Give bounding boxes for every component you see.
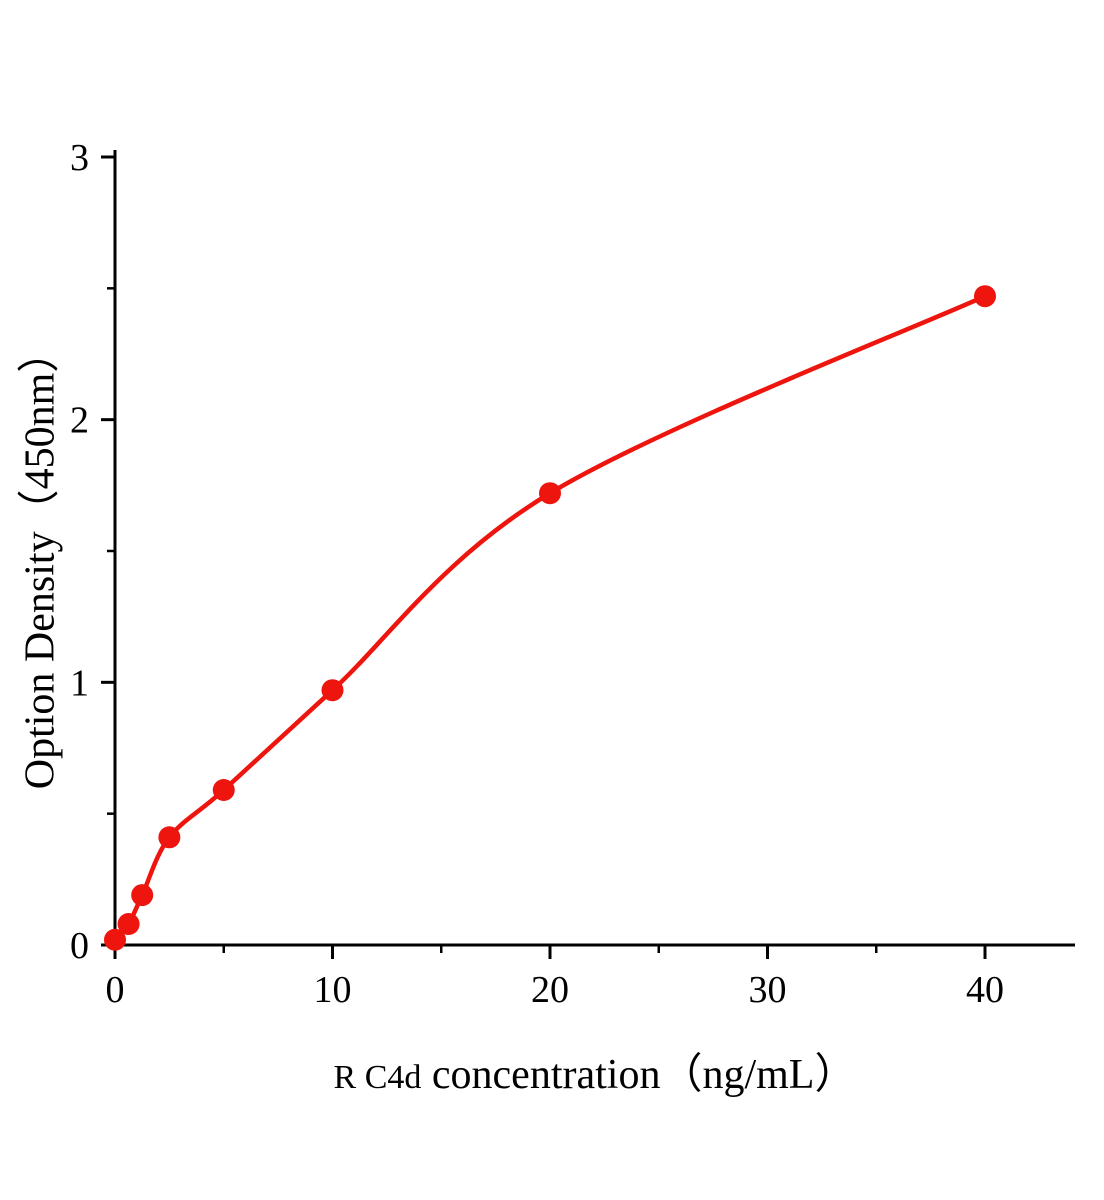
svg-text:20: 20 xyxy=(531,969,569,1011)
fit-curve xyxy=(112,293,988,942)
data-point xyxy=(212,779,235,802)
data-point xyxy=(104,928,126,951)
svg-text:10: 10 xyxy=(314,969,352,1011)
data-point xyxy=(158,826,181,849)
y-axis-title: Option Density（450nm） xyxy=(17,330,64,790)
svg-text:30: 30 xyxy=(749,969,787,1011)
x-axis-title: R C4d concentration（ng/mL） xyxy=(115,1040,1075,1101)
svg-text:1: 1 xyxy=(70,662,89,704)
svg-text:0: 0 xyxy=(106,969,125,1011)
x-axis-title-prefix: R C4d xyxy=(333,1059,422,1096)
svg-text:2: 2 xyxy=(70,400,89,442)
data-point xyxy=(974,285,996,308)
svg-text:3: 3 xyxy=(70,137,89,179)
data-point xyxy=(539,482,561,505)
svg-text:0: 0 xyxy=(70,925,89,967)
data-point xyxy=(131,884,154,907)
svg-text:40: 40 xyxy=(966,969,1004,1011)
data-point xyxy=(117,912,140,935)
data-point xyxy=(321,679,344,702)
x-axis-title-main: concentration（ng/mL） xyxy=(421,1052,857,1098)
